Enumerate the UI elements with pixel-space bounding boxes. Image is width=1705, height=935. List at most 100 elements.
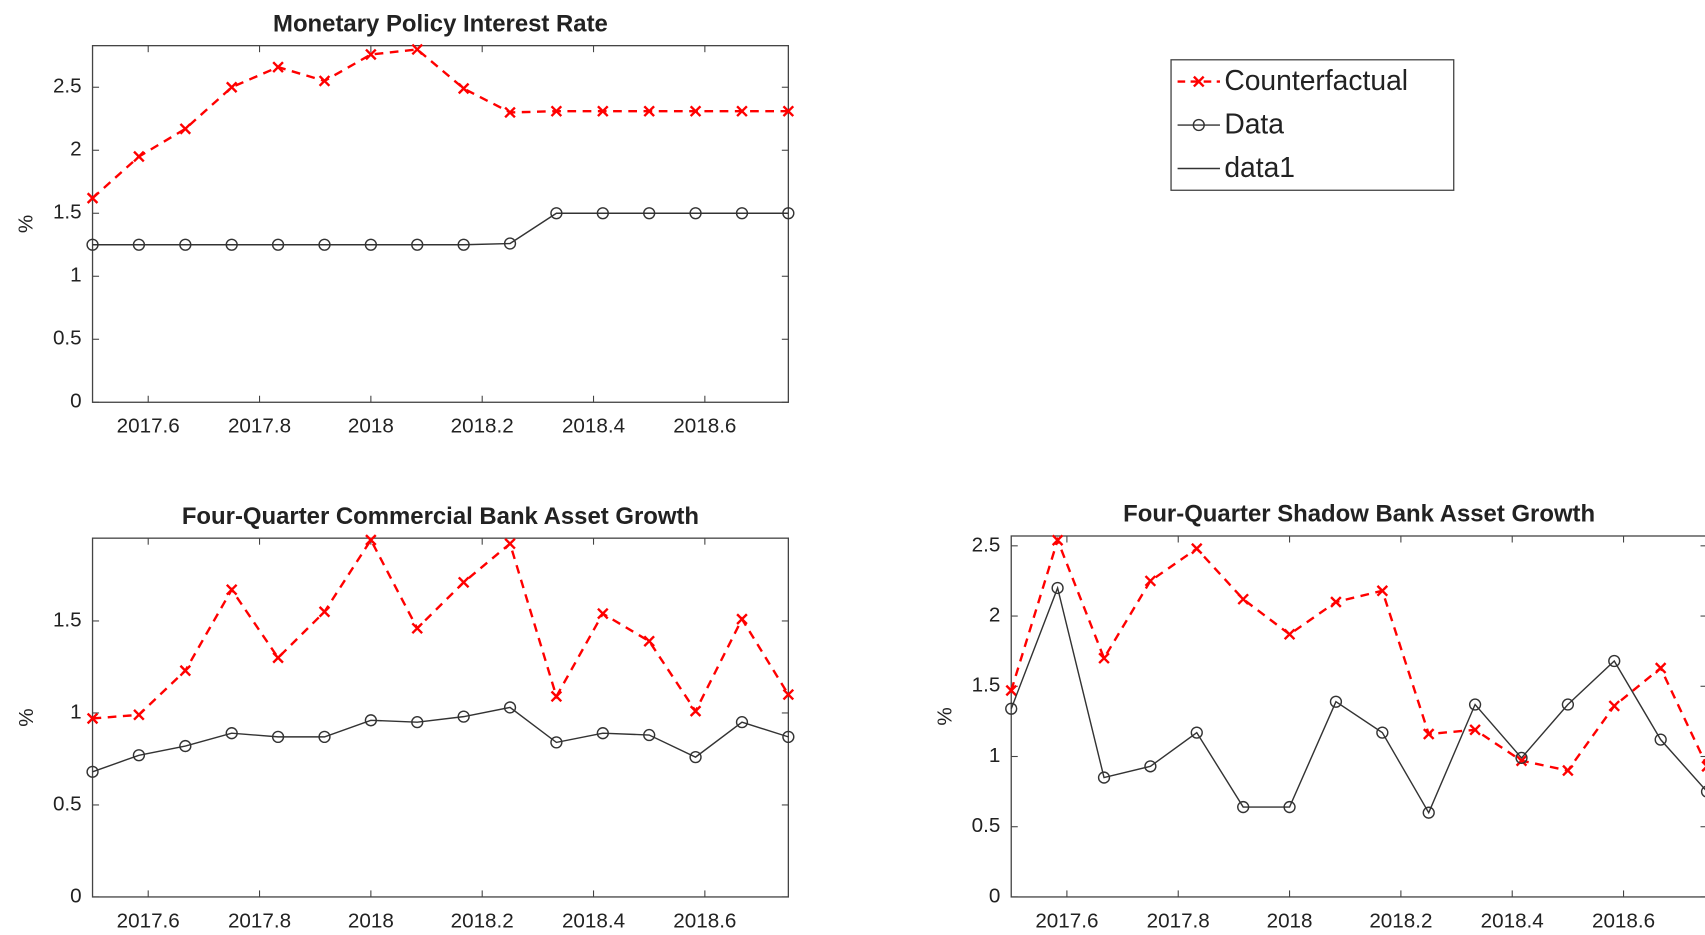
marker-circle [689,750,702,764]
marker-circle [782,730,795,744]
x-tick-label: 2017.8 [1147,909,1210,932]
marker-x [736,105,748,117]
marker-stroke [272,652,284,664]
marker-stroke [597,105,609,117]
marker-x [1422,728,1435,740]
marker-x [318,75,331,87]
marker-stroke [1701,760,1705,766]
marker-circle [225,238,238,251]
marker-circle [1654,733,1667,746]
marker-x [643,105,655,117]
marker-circle [1144,760,1157,773]
marker-circle [318,730,331,744]
marker-x [457,82,470,95]
y-tick-label: 2 [70,138,81,161]
marker-circle [1700,785,1705,798]
y-tick-label: 2.5 [53,75,82,98]
y-tick-label: 0.5 [972,814,1001,837]
chart-title: Monetary Policy Interest Rate [273,10,608,37]
marker-circle [1561,698,1575,711]
marker-x [1330,596,1342,608]
x-tick-label: 2018.6 [1592,909,1655,932]
marker-circle [1005,702,1018,715]
marker-circle [689,207,702,220]
marker-stroke [1193,75,1205,88]
plot-area [91,45,790,403]
x-tick-label: 2018.2 [1369,909,1432,932]
marker-stroke [550,690,563,703]
marker-stroke [457,576,470,589]
marker-circle [1422,806,1435,819]
x-tick-label: 2018.6 [673,909,736,932]
marker-circle [1237,800,1250,814]
marker-stroke [411,622,423,635]
x-tick-label: 2018 [1267,909,1313,932]
series-line [92,706,789,773]
marker-circle [735,207,749,220]
marker-circle [364,238,378,251]
marker-circle [318,238,331,251]
marker-x [1193,75,1205,88]
marker-stroke [1701,766,1705,773]
marker-x [1515,754,1528,767]
legend-label: Counterfactual [1224,64,1408,96]
marker-circle [271,238,285,251]
marker-stroke [133,150,145,163]
marker-stroke [1654,662,1667,674]
marker-stroke [1562,764,1574,777]
marker-stroke [86,192,99,204]
marker-stroke [179,123,192,135]
marker-x [1005,684,1017,697]
marker-stroke [504,537,516,550]
marker-stroke [1098,652,1110,664]
marker-stroke [86,712,99,725]
y-tick-label: 0 [70,884,81,907]
marker-stroke [1005,684,1017,697]
y-tick-label: 2.5 [972,533,1001,556]
marker-x [86,712,99,725]
marker-x [689,105,702,117]
marker-circle [596,727,609,740]
marker-circle [782,207,795,220]
series-line [92,537,790,720]
y-tick-label: 1.5 [972,674,1001,697]
marker-circle [1190,726,1203,739]
marker-circle [1608,654,1621,668]
marker-x [550,690,563,703]
marker-circle [179,238,192,251]
marker-circle [503,701,517,714]
marker-stroke [1051,534,1064,546]
marker-x [365,48,377,61]
marker-stroke [225,583,238,596]
y-tick-label: 1 [70,264,81,287]
marker-x [411,43,423,56]
marker-circle [550,207,563,220]
marker-stroke [318,606,331,618]
x-tick-label: 2017.8 [228,909,291,932]
marker-x [133,709,145,721]
legend-label: data1 [1224,151,1295,183]
y-tick-label: 1 [989,744,1000,767]
marker-x [550,105,563,117]
marker-circle [411,238,424,251]
marker-circle [1329,695,1343,708]
marker-stroke [689,105,702,117]
marker-circle [596,207,609,220]
x-tick-label: 2018 [348,415,394,438]
marker-x [504,106,516,119]
marker-circle [1097,771,1111,784]
marker-circle [86,765,99,778]
marker-x [504,537,516,550]
marker-x [225,81,238,93]
y-tick-label: 0 [70,390,81,413]
marker-x [1283,628,1296,641]
marker-stroke [1608,700,1620,712]
marker-x [86,192,99,204]
marker-stroke [736,105,748,117]
y-tick-label: 1.5 [53,201,82,224]
marker-circle [1283,800,1296,814]
x-tick-label: 2018.4 [562,415,625,438]
marker-x [1654,662,1667,674]
marker-circle [86,238,99,251]
